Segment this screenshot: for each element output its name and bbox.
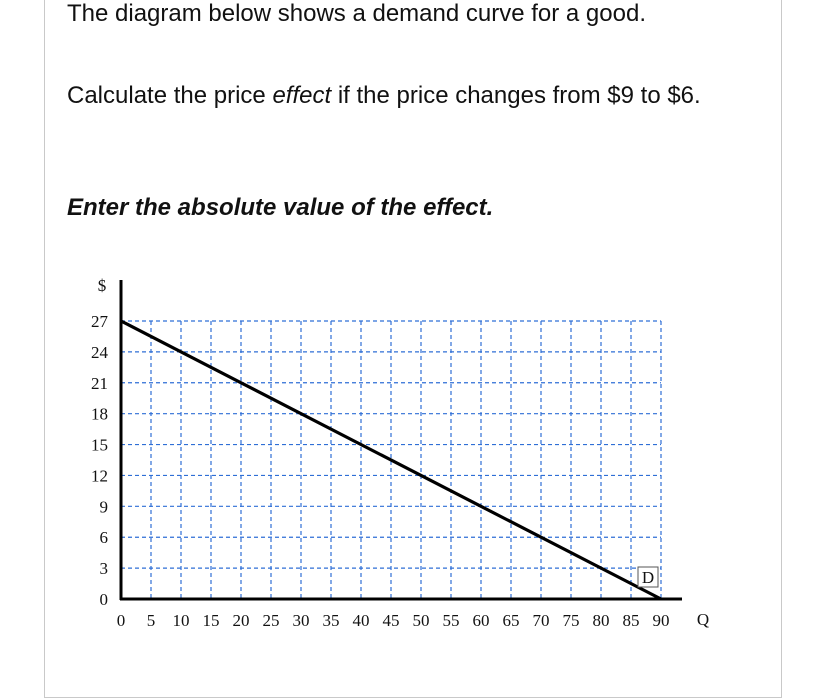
prompt-text-start: Calculate the price: [67, 82, 273, 109]
demand-chart: D 0 3 6 9 12 15 18 21 24 27 0 5 10 15 20 25 30 35 40 45 50 5…: [91, 276, 709, 630]
x-axis-label: Q: [697, 610, 709, 629]
y-axis-label: $: [98, 276, 107, 295]
chart-grid: [121, 320, 662, 599]
x-tick-label: 70: [533, 611, 550, 630]
y-tick-label: 0: [100, 590, 109, 609]
x-tick-labels: 0 5 10 15 20 25 30 35 40 45 50 55 60 65 70 75 80 85 90: [117, 611, 670, 630]
x-tick-label: 5: [147, 611, 156, 630]
prompt-text-end: if the price changes from $9 to $6.: [331, 82, 701, 109]
x-tick-label: 10: [173, 611, 190, 630]
question-prompt: Calculate the price effect if the price …: [67, 78, 747, 114]
x-tick-label: 60: [473, 611, 490, 630]
question-card: The diagram below shows a demand curve f…: [44, 0, 782, 698]
y-tick-label: 6: [100, 528, 109, 547]
y-tick-label: 27: [91, 312, 109, 331]
x-tick-label: 55: [443, 611, 460, 630]
x-tick-label: 45: [383, 611, 400, 630]
x-tick-label: 50: [413, 611, 430, 630]
x-tick-label: 0: [117, 611, 126, 630]
prompt-emphasis: effect: [272, 82, 332, 109]
x-tick-label: 15: [203, 611, 220, 630]
chart-curves: D: [120, 319, 662, 601]
x-tick-label: 85: [623, 611, 640, 630]
x-tick-label: 80: [593, 611, 610, 630]
x-tick-label: 35: [323, 611, 340, 630]
y-tick-label: 18: [91, 405, 108, 424]
demand-curve-line: [120, 319, 662, 601]
y-tick-labels: 0 3 6 9 12 15 18 21 24 27: [91, 312, 109, 609]
x-tick-label: 75: [563, 611, 580, 630]
y-tick-label: 15: [91, 436, 108, 455]
y-tick-label: 24: [91, 343, 109, 362]
x-tick-label: 30: [293, 611, 310, 630]
curve-label: D: [642, 568, 654, 587]
y-tick-label: 9: [100, 497, 109, 516]
chart-axes: [119, 280, 682, 601]
x-tick-label: 20: [233, 611, 250, 630]
curve-label-box: [637, 566, 659, 588]
y-tick-label: 3: [100, 559, 109, 578]
question-intro: The diagram below shows a demand curve f…: [67, 0, 646, 27]
y-tick-label: 12: [91, 466, 108, 485]
x-tick-label: 90: [653, 611, 670, 630]
x-tick-label: 40: [353, 611, 370, 630]
y-tick-label: 21: [91, 374, 108, 393]
x-tick-label: 25: [263, 611, 280, 630]
x-tick-label: 65: [503, 611, 520, 630]
question-instruction: Enter the absolute value of the effect.: [67, 194, 494, 221]
